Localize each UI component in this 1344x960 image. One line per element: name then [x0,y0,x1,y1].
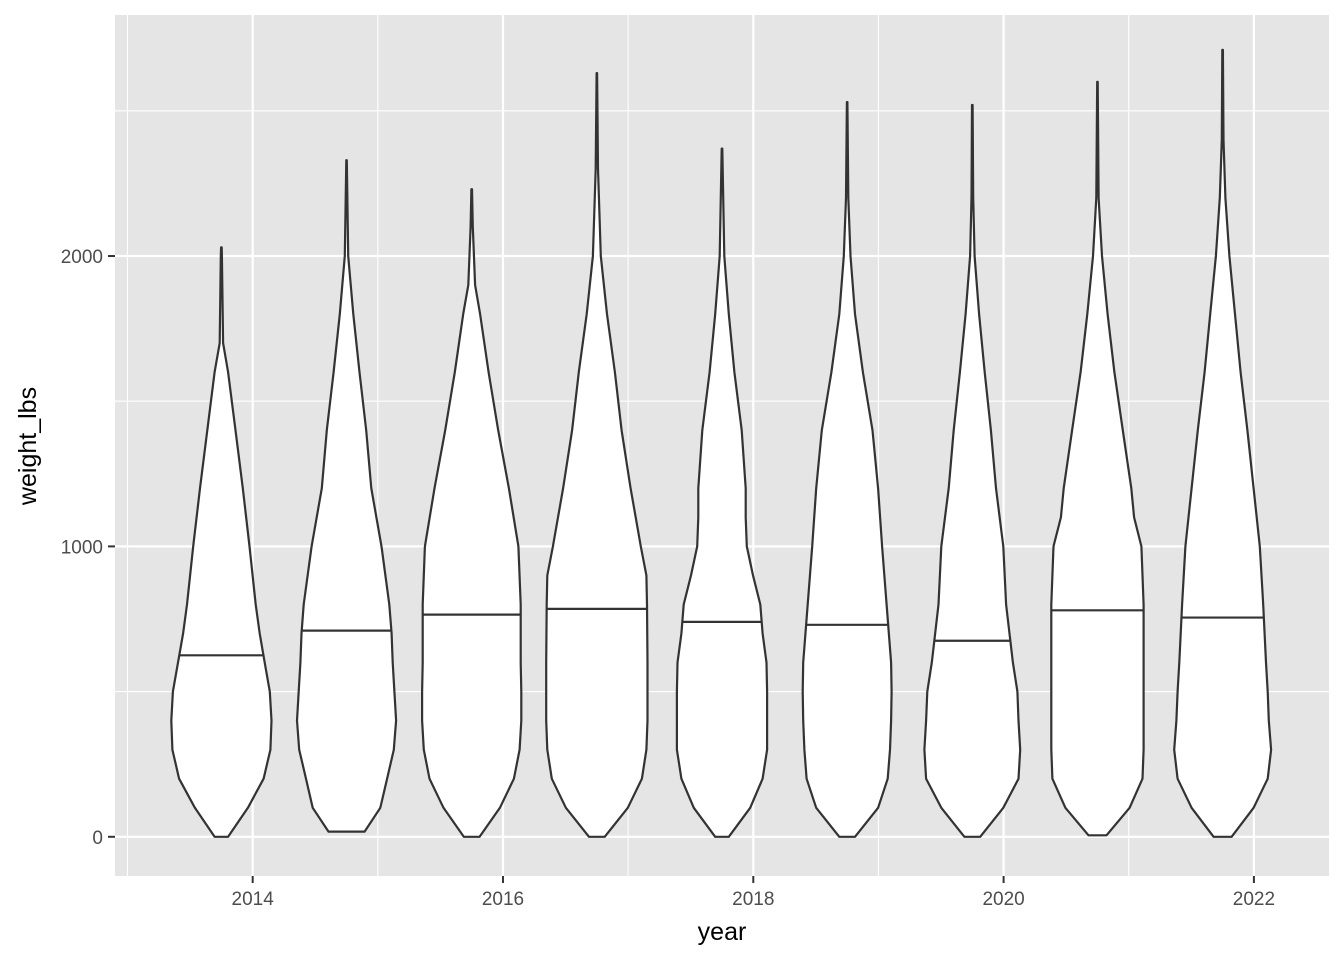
violins [170,48,1273,838]
violin-2018 [675,147,769,838]
y-tick-label: 0 [92,828,103,849]
x-tick-label: 2014 [232,889,275,910]
y-tick-label: 2000 [61,247,103,268]
y-tick-label: 1000 [61,537,103,558]
violin-2022 [1173,48,1273,838]
violin-2016 [421,188,523,838]
x-axis-title: year [698,918,747,946]
x-tick-label: 2022 [1233,889,1275,910]
violin-2019 [801,101,893,838]
x-axis: 2014 2016 2018 2020 2022 [232,876,1275,910]
y-axis-title: weight_lbs [14,387,42,506]
x-tick-label: 2020 [982,889,1024,910]
violin-2021 [1050,80,1145,837]
violin-2017 [545,72,649,838]
x-tick-label: 2018 [732,889,774,910]
violin-2020 [923,103,1022,838]
x-tick-label: 2016 [482,889,524,910]
violin-2015 [295,159,398,833]
y-axis: 0 1000 2000 [61,247,115,849]
violin-2014 [170,246,273,838]
